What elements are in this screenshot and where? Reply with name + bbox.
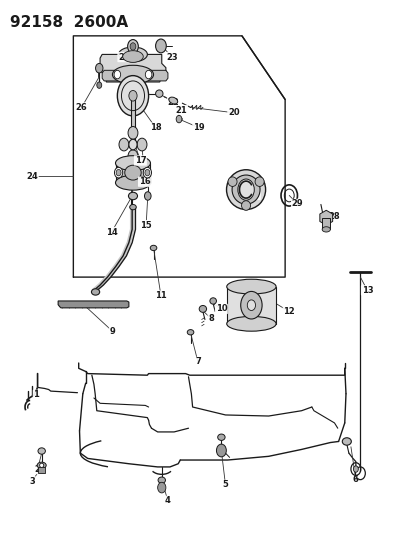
Ellipse shape: [124, 165, 141, 180]
Ellipse shape: [128, 192, 137, 200]
Circle shape: [155, 39, 166, 53]
Text: 2: 2: [35, 465, 40, 473]
Circle shape: [97, 82, 102, 88]
Circle shape: [128, 150, 138, 163]
Text: 28: 28: [328, 212, 339, 221]
Ellipse shape: [118, 47, 147, 62]
Text: 24: 24: [26, 172, 38, 181]
Ellipse shape: [169, 97, 177, 104]
Polygon shape: [58, 301, 128, 308]
Ellipse shape: [226, 279, 275, 294]
Text: 3: 3: [29, 477, 35, 486]
Text: 10: 10: [215, 304, 227, 313]
Polygon shape: [115, 163, 150, 183]
Ellipse shape: [115, 156, 150, 171]
Circle shape: [145, 70, 152, 79]
Ellipse shape: [158, 477, 165, 483]
Ellipse shape: [38, 448, 45, 454]
Ellipse shape: [115, 175, 150, 190]
Circle shape: [353, 466, 358, 472]
Circle shape: [128, 126, 138, 139]
Polygon shape: [102, 70, 168, 81]
Circle shape: [144, 192, 151, 200]
Ellipse shape: [155, 90, 163, 98]
Text: 26: 26: [76, 103, 87, 112]
Text: 12: 12: [282, 307, 294, 316]
Text: 4: 4: [165, 496, 171, 505]
Circle shape: [95, 63, 103, 73]
Text: 20: 20: [228, 108, 239, 117]
Circle shape: [130, 43, 135, 50]
Ellipse shape: [226, 317, 275, 331]
Text: 15: 15: [140, 221, 152, 230]
Circle shape: [145, 169, 150, 176]
Text: 25: 25: [118, 53, 130, 62]
Ellipse shape: [209, 298, 216, 304]
Circle shape: [116, 169, 121, 176]
Text: 13: 13: [361, 286, 372, 295]
Text: 14: 14: [105, 228, 117, 237]
Ellipse shape: [112, 65, 153, 84]
Circle shape: [119, 138, 128, 151]
Text: 16: 16: [138, 177, 150, 186]
Ellipse shape: [37, 462, 46, 469]
Bar: [321, 217, 330, 229]
Circle shape: [237, 179, 254, 200]
Circle shape: [114, 70, 120, 79]
Circle shape: [128, 139, 137, 150]
Text: 21: 21: [175, 106, 187, 115]
Bar: [226, 287, 275, 324]
Ellipse shape: [91, 289, 100, 295]
Circle shape: [157, 482, 166, 493]
Circle shape: [117, 76, 148, 116]
Text: 7: 7: [195, 358, 200, 367]
Ellipse shape: [321, 227, 330, 232]
Circle shape: [127, 39, 138, 53]
Text: 92158  2600A: 92158 2600A: [9, 14, 128, 30]
Ellipse shape: [217, 434, 225, 440]
Ellipse shape: [129, 205, 136, 210]
Ellipse shape: [122, 51, 143, 62]
Text: 5: 5: [222, 480, 228, 489]
Bar: [130, 99, 135, 141]
Ellipse shape: [40, 463, 44, 467]
Circle shape: [176, 115, 181, 123]
Text: 27: 27: [248, 190, 259, 199]
Circle shape: [247, 300, 255, 311]
Ellipse shape: [150, 245, 157, 251]
Bar: [38, 467, 45, 473]
Polygon shape: [100, 54, 166, 82]
Ellipse shape: [342, 438, 351, 445]
Text: 9: 9: [109, 327, 115, 336]
Text: 8: 8: [208, 314, 214, 323]
Circle shape: [143, 167, 151, 178]
Circle shape: [240, 292, 261, 319]
Ellipse shape: [241, 201, 250, 211]
Text: 29: 29: [291, 199, 303, 208]
Text: 23: 23: [166, 53, 178, 62]
Text: 18: 18: [150, 123, 161, 132]
Text: 6: 6: [352, 475, 358, 484]
Circle shape: [137, 138, 147, 151]
Ellipse shape: [232, 175, 259, 204]
Ellipse shape: [187, 329, 193, 335]
Text: 11: 11: [155, 291, 166, 300]
Text: 19: 19: [192, 123, 204, 132]
Ellipse shape: [199, 305, 206, 312]
Polygon shape: [319, 211, 332, 225]
Ellipse shape: [226, 169, 265, 209]
Ellipse shape: [254, 177, 263, 187]
Circle shape: [128, 91, 137, 101]
Text: 22: 22: [167, 98, 179, 107]
Text: 1: 1: [33, 390, 39, 399]
Circle shape: [114, 167, 122, 178]
Ellipse shape: [228, 177, 237, 187]
Text: 17: 17: [134, 156, 146, 165]
Circle shape: [216, 444, 226, 457]
